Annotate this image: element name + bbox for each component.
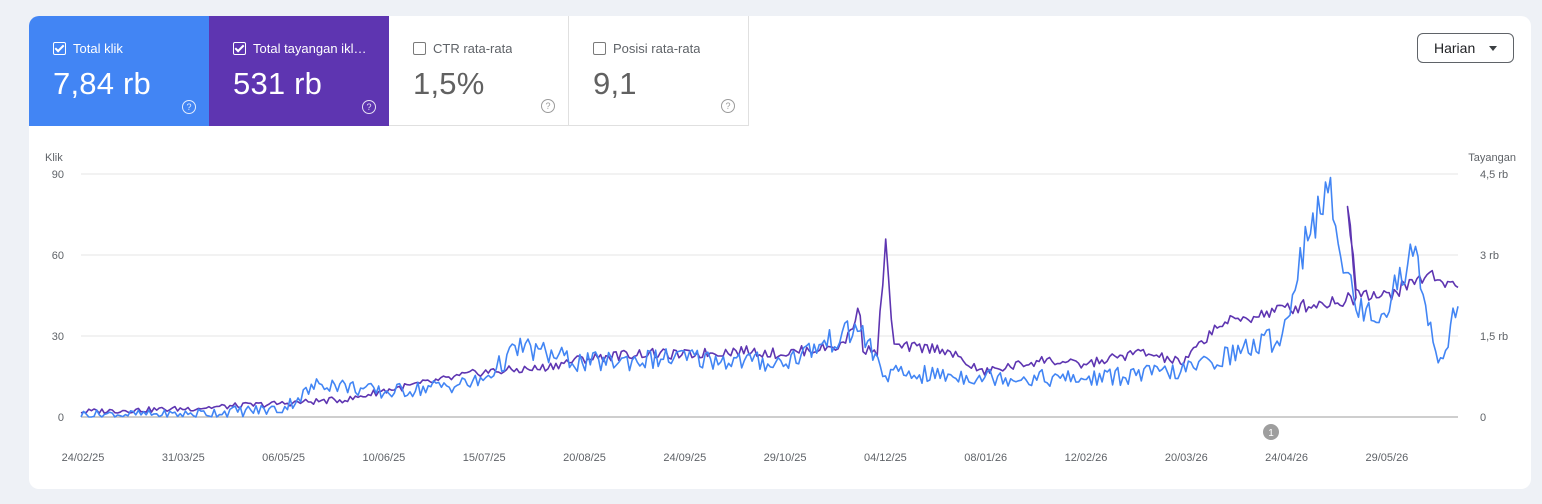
metric-label: CTR rata-rata [433, 41, 513, 56]
right-tick-label: 3 rb [1480, 250, 1499, 262]
checkbox-icon[interactable] [233, 42, 246, 55]
metric-value: 1,5% [413, 66, 485, 101]
metric-label: Posisi rata-rata [613, 41, 701, 56]
annotation-label: 1 [1268, 428, 1274, 439]
metric-value: 7,84 rb [53, 66, 151, 101]
metric-label: Total tayangan ikl… [253, 41, 367, 56]
x-tick-label: 24/04/26 [1265, 452, 1308, 464]
left-tick-label: 30 [52, 331, 64, 343]
help-icon[interactable]: ? [182, 100, 196, 114]
left-axis-title: Klik [45, 152, 63, 164]
x-tick-label: 24/09/25 [663, 452, 706, 464]
x-tick-label: 15/07/25 [463, 452, 506, 464]
x-tick-label: 29/05/26 [1365, 452, 1408, 464]
performance-card: Total klik 7,84 rb ? Total tayangan ikl…… [29, 16, 1531, 489]
period-selected-value: Harian [1434, 40, 1476, 56]
chevron-down-icon [1489, 46, 1497, 51]
annotation-marker[interactable] [1263, 424, 1279, 440]
checkbox-icon[interactable] [53, 42, 66, 55]
help-icon[interactable]: ? [541, 99, 555, 113]
metric-value: 9,1 [593, 66, 637, 101]
series-line-clicks [80, 176, 1459, 418]
series-line-impressions [80, 205, 1459, 415]
right-tick-label: 4,5 rb [1480, 169, 1508, 181]
x-tick-label: 12/02/26 [1065, 452, 1108, 464]
right-tick-label: 0 [1480, 412, 1486, 424]
metric-value: 531 rb [233, 66, 323, 101]
x-tick-label: 06/05/25 [262, 452, 305, 464]
metric-card-average-position[interactable]: Posisi rata-rata 9,1 ? [569, 16, 749, 126]
checkbox-icon[interactable] [413, 42, 426, 55]
metric-label: Total klik [73, 41, 123, 56]
checkbox-icon[interactable] [593, 42, 606, 55]
metric-card-total-clicks[interactable]: Total klik 7,84 rb ? [29, 16, 209, 126]
left-tick-label: 90 [52, 169, 64, 181]
x-tick-label: 31/03/25 [162, 452, 205, 464]
left-tick-label: 60 [52, 250, 64, 262]
x-tick-label: 20/08/25 [563, 452, 606, 464]
period-dropdown[interactable]: Harian [1417, 33, 1514, 63]
x-tick-label: 08/01/26 [964, 452, 1007, 464]
metric-card-total-impressions[interactable]: Total tayangan ikl… 531 rb ? [209, 16, 389, 126]
x-tick-label: 10/06/25 [362, 452, 405, 464]
x-tick-label: 24/02/25 [62, 452, 105, 464]
help-icon[interactable]: ? [362, 100, 376, 114]
x-tick-label: 29/10/25 [764, 452, 807, 464]
right-tick-label: 1,5 rb [1480, 331, 1508, 343]
left-tick-label: 0 [58, 412, 64, 424]
x-tick-label: 20/03/26 [1165, 452, 1208, 464]
metric-card-average-ctr[interactable]: CTR rata-rata 1,5% ? [389, 16, 569, 126]
help-icon[interactable]: ? [721, 99, 735, 113]
x-tick-label: 04/12/25 [864, 452, 907, 464]
performance-chart: Klik Tayangan 90 4,5 rb 60 3 rb 30 1,5 rb 0 0 24/0… [45, 152, 1516, 464]
right-axis-title: Tayangan [1468, 152, 1516, 164]
